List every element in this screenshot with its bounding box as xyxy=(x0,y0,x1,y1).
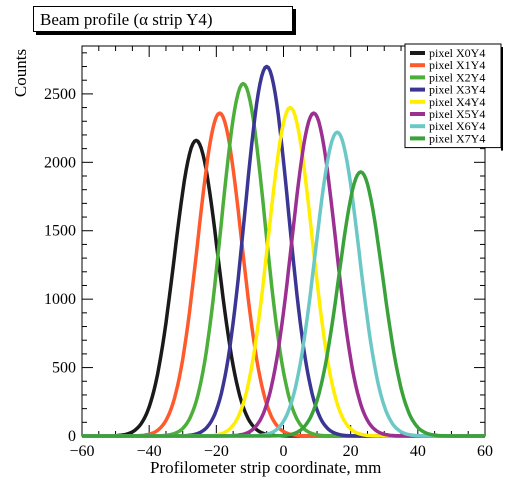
y-tick-label: 1000 xyxy=(44,291,76,308)
y-tick-label: 500 xyxy=(52,360,76,377)
series-line-0 xyxy=(81,138,486,438)
chart-title-text: Beam profile (α strip Y4) xyxy=(40,10,213,29)
legend-label-1: pixel X1Y4 xyxy=(429,58,485,72)
legend-label-3: pixel X3Y4 xyxy=(429,83,485,97)
y-tick-label: 2000 xyxy=(44,154,76,171)
x-tick-label: −60 xyxy=(69,443,94,460)
legend-label-2: pixel X2Y4 xyxy=(429,70,485,84)
x-tick-label: 0 xyxy=(280,443,288,460)
x-axis-label: Profilometer strip coordinate, mm xyxy=(150,458,382,477)
y-tick-label: 1500 xyxy=(44,223,76,240)
legend-shadow xyxy=(501,47,503,151)
legend-label-0: pixel X0Y4 xyxy=(429,46,485,60)
chart-title: Beam profile (α strip Y4) xyxy=(33,6,293,32)
y-tick-label: 0 xyxy=(68,428,76,445)
legend-label-7: pixel X7Y4 xyxy=(429,131,485,145)
legend-label-5: pixel X5Y4 xyxy=(429,107,485,121)
legend-label-6: pixel X6Y4 xyxy=(429,119,485,133)
x-tick-label: 60 xyxy=(477,443,493,460)
x-tick-label: −40 xyxy=(137,443,162,460)
x-tick-label: 40 xyxy=(410,443,426,460)
legend-box xyxy=(404,43,502,149)
y-tick-label: 2500 xyxy=(44,86,76,103)
x-tick-label: −20 xyxy=(204,443,229,460)
series-line-7 xyxy=(81,170,486,438)
legend-label-4: pixel X4Y4 xyxy=(429,95,485,109)
x-tick-label: 20 xyxy=(343,443,359,460)
